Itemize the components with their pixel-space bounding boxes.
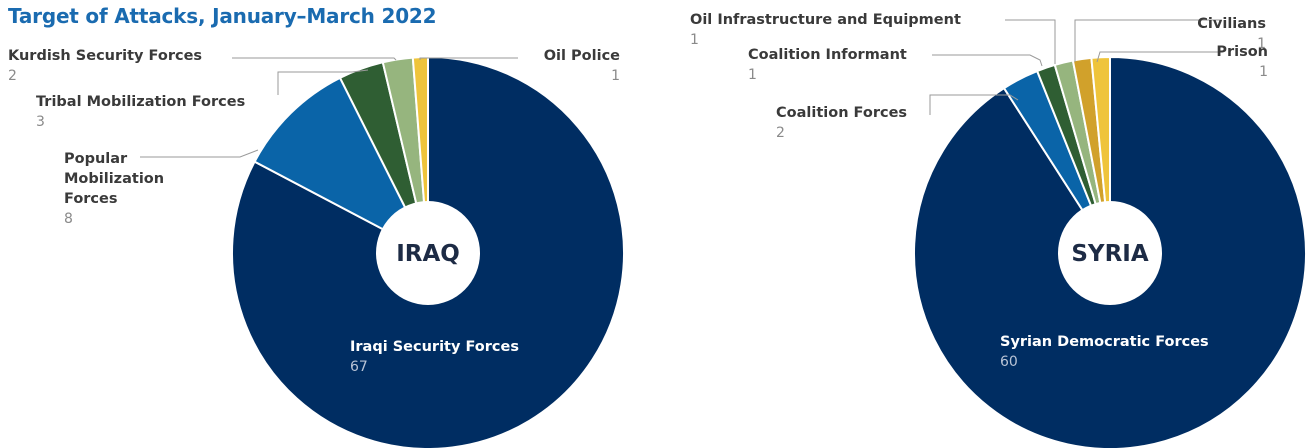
slice-label-tribal-mobilization-forces: Tribal Mobilization Forces [36, 94, 245, 110]
slice-label-civilians: Civilians [1197, 16, 1266, 32]
slice-value-oil-infrastructure-and-equipment: 1 [690, 32, 699, 48]
slice-label-coalition-informant: Coalition Informant [748, 47, 907, 63]
slice-label-iraqi-security-forces: Iraqi Security Forces [350, 339, 519, 355]
slice-label-kurdish-security-forces: Kurdish Security Forces [8, 48, 202, 64]
slice-label-oil-infrastructure-and-equipment: Oil Infrastructure and Equipment [690, 12, 961, 28]
pie-center-hole [1058, 201, 1162, 305]
slice-value-coalition-informant: 1 [748, 67, 757, 83]
leader-line [1096, 51, 1218, 63]
slice-value-coalition-forces: 2 [776, 125, 785, 141]
pie-iraq: IRAQ Iraqi Security Forces 67 Popular Mobili… [8, 48, 625, 448]
slice-value-tribal-mobilization-forces: 3 [36, 114, 45, 130]
slice-label-prison: Prison [1216, 44, 1268, 60]
slice-label-coalition-forces: Coalition Forces [776, 105, 907, 121]
slice-value-civilians: 1 [1257, 36, 1266, 52]
pie-center-hole [376, 201, 480, 305]
pie-syria: SYRIA Syrian Democratic Forces 60 Coalition… [690, 12, 1307, 448]
leader-line [1074, 19, 1222, 62]
leader-line [929, 94, 1019, 115]
leader-line [140, 149, 259, 158]
slice-value-popular-mobilization-forces: 8 [64, 211, 73, 227]
pie-center-label: SYRIA [1071, 241, 1148, 267]
slice-value-kurdish-security-forces: 2 [8, 68, 17, 84]
pie-slice-iraqi-security-forces [231, 55, 625, 448]
leader-line [232, 57, 397, 61]
slice-label-syrian-democratic-forces: Syrian Democratic Forces [1000, 334, 1209, 350]
chart-title: Target of Attacks, January–March 2022 [8, 4, 437, 28]
pie-center-label: IRAQ [396, 241, 460, 267]
pie-slice-syrian-democratic-forces [913, 55, 1307, 448]
pie-slice-popular-mobilization-forces [253, 76, 431, 256]
leader-line [932, 54, 1043, 67]
slice-label-popular-mobilization-forces: Popular Mobilization Forces [64, 151, 164, 207]
slice-value-prison: 1 [1259, 64, 1268, 80]
leader-line [419, 57, 518, 60]
leader-line [277, 69, 369, 95]
slice-label-oil-police: Oil Police [544, 48, 620, 64]
slice-value-syrian-democratic-forces: 60 [1000, 354, 1018, 370]
leader-line [1005, 19, 1056, 64]
slice-value-oil-police: 1 [611, 68, 620, 84]
slice-value-iraqi-security-forces: 67 [350, 359, 368, 375]
